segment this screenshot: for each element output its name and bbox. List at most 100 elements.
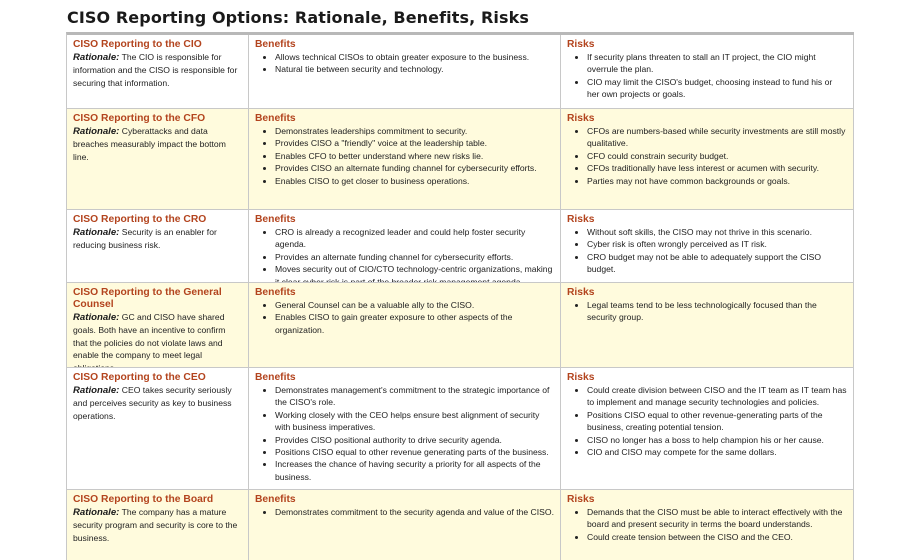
list-item: CIO may limit the CISO's budget, choosin… bbox=[587, 76, 847, 101]
list-item: Provides CISO positional authority to dr… bbox=[275, 434, 554, 446]
rationale-text: Rationale: CEO takes security seriously … bbox=[73, 385, 232, 421]
table-row: CISO Reporting to the CIO Rationale: The… bbox=[67, 35, 854, 109]
benefits-list: Demonstrates leaderships commitment to s… bbox=[255, 125, 554, 187]
rationale-cell: CISO Reporting to the Board Rationale: T… bbox=[67, 490, 249, 560]
rationale-cell: CISO Reporting to the CIO Rationale: The… bbox=[67, 35, 249, 108]
list-item: CFOs are numbers-based while security in… bbox=[587, 125, 847, 150]
risks-list: Without soft skills, the CISO may not th… bbox=[567, 226, 847, 276]
rationale-label: Rationale: bbox=[73, 227, 120, 238]
list-item: Demonstrates leaderships commitment to s… bbox=[275, 125, 554, 137]
rationale-label: Rationale: bbox=[73, 126, 120, 137]
list-item: Increases the chance of having security … bbox=[275, 458, 554, 483]
risks-cell: Risks CFOs are numbers-based while secur… bbox=[561, 109, 854, 209]
rationale-text: Rationale: The company has a mature secu… bbox=[73, 507, 238, 543]
risks-cell: Risks If security plans threaten to stal… bbox=[561, 35, 854, 108]
list-item: CIO and CISO may compete for the same do… bbox=[587, 446, 847, 458]
benefits-list: Demonstrates management's commitment to … bbox=[255, 384, 554, 483]
benefits-list: Allows technical CISOs to obtain greater… bbox=[255, 51, 554, 76]
benefits-heading: Benefits bbox=[255, 372, 296, 383]
table-row: CISO Reporting to the General Counsel Ra… bbox=[67, 283, 854, 368]
list-item: Parties may not have common backgrounds … bbox=[587, 175, 847, 187]
risks-list: CFOs are numbers-based while security in… bbox=[567, 125, 847, 187]
risks-cell: Risks Without soft skills, the CISO may … bbox=[561, 210, 854, 282]
table-row: CISO Reporting to the CRO Rationale: Sec… bbox=[67, 210, 854, 283]
risks-list: Could create division between CISO and t… bbox=[567, 384, 847, 458]
rationale-text: Rationale: GC and CISO have shared goals… bbox=[73, 312, 226, 367]
benefits-cell: Benefits General Counsel can be a valuab… bbox=[249, 283, 561, 367]
risks-heading: Risks bbox=[567, 214, 595, 225]
table-row: CISO Reporting to the Board Rationale: T… bbox=[67, 490, 854, 560]
risks-cell: Risks Legal teams tend to be less techno… bbox=[561, 283, 854, 367]
benefits-heading: Benefits bbox=[255, 214, 296, 225]
list-item: Cyber risk is often wrongly perceived as… bbox=[587, 238, 847, 250]
list-item: Enables CISO to gain greater exposure to… bbox=[275, 311, 554, 336]
benefits-heading: Benefits bbox=[255, 113, 296, 124]
list-item: Working closely with the CEO helps ensur… bbox=[275, 409, 554, 434]
list-item: Could create tension between the CISO an… bbox=[587, 531, 847, 543]
list-item: CRO budget may not be able to adequately… bbox=[587, 251, 847, 276]
list-item: Demands that the CISO must be able to in… bbox=[587, 506, 847, 531]
risks-cell: Risks Demands that the CISO must be able… bbox=[561, 490, 854, 560]
rationale-cell: CISO Reporting to the General Counsel Ra… bbox=[67, 283, 249, 367]
risks-heading: Risks bbox=[567, 287, 595, 298]
rationale-cell: CISO Reporting to the CEO Rationale: CEO… bbox=[67, 368, 249, 489]
row-heading: CISO Reporting to the General Counsel bbox=[73, 287, 222, 310]
row-heading: CISO Reporting to the CIO bbox=[73, 39, 202, 50]
list-item: Provides an alternate funding channel fo… bbox=[275, 251, 554, 263]
list-item: Provides CISO a "friendly" voice at the … bbox=[275, 137, 554, 149]
risks-heading: Risks bbox=[567, 494, 595, 505]
benefits-cell: Benefits Demonstrates commitment to the … bbox=[249, 490, 561, 560]
list-item: Could create division between CISO and t… bbox=[587, 384, 847, 409]
list-item: Demonstrates management's commitment to … bbox=[275, 384, 554, 409]
rationale-text: Rationale: Cyberattacks and data breache… bbox=[73, 126, 226, 162]
rationale-label: Rationale: bbox=[73, 312, 120, 323]
list-item: Moves security out of CIO/CTO technology… bbox=[275, 263, 554, 282]
rationale-text: Rationale: Security is an enabler for re… bbox=[73, 227, 217, 251]
row-heading: CISO Reporting to the CRO bbox=[73, 214, 207, 225]
list-item: CFOs traditionally have less interest or… bbox=[587, 162, 847, 174]
row-heading: CISO Reporting to the CFO bbox=[73, 113, 206, 124]
list-item: Demonstrates commitment to the security … bbox=[275, 506, 554, 518]
list-item: Without soft skills, the CISO may not th… bbox=[587, 226, 847, 238]
rationale-cell: CISO Reporting to the CFO Rationale: Cyb… bbox=[67, 109, 249, 209]
risks-heading: Risks bbox=[567, 372, 595, 383]
benefits-cell: Benefits Allows technical CISOs to obtai… bbox=[249, 35, 561, 108]
benefits-list: Demonstrates commitment to the security … bbox=[255, 506, 554, 518]
reporting-options-table: CISO Reporting to the CIO Rationale: The… bbox=[66, 32, 854, 560]
benefits-cell: Benefits Demonstrates leaderships commit… bbox=[249, 109, 561, 209]
table-row: CISO Reporting to the CEO Rationale: CEO… bbox=[67, 368, 854, 490]
benefits-cell: Benefits Demonstrates management's commi… bbox=[249, 368, 561, 489]
list-item: Enables CFO to better understand where n… bbox=[275, 150, 554, 162]
rationale-label: Rationale: bbox=[73, 507, 120, 518]
list-item: CFO could constrain security budget. bbox=[587, 150, 847, 162]
risks-heading: Risks bbox=[567, 39, 595, 50]
list-item: General Counsel can be a valuable ally t… bbox=[275, 299, 554, 311]
list-item: Legal teams tend to be less technologica… bbox=[587, 299, 847, 324]
rationale-label: Rationale: bbox=[73, 52, 120, 63]
row-heading: CISO Reporting to the Board bbox=[73, 494, 214, 505]
list-item: Positions CISO equal to other revenue-ge… bbox=[587, 409, 847, 434]
page-title: CISO Reporting Options: Rationale, Benef… bbox=[67, 8, 529, 27]
benefits-heading: Benefits bbox=[255, 287, 296, 298]
risks-list: Legal teams tend to be less technologica… bbox=[567, 299, 847, 324]
risks-heading: Risks bbox=[567, 113, 595, 124]
benefits-list: CRO is already a recognized leader and c… bbox=[255, 226, 554, 282]
row-heading: CISO Reporting to the CEO bbox=[73, 372, 206, 383]
list-item: Enables CISO to get closer to business o… bbox=[275, 175, 554, 187]
benefits-heading: Benefits bbox=[255, 39, 296, 50]
benefits-heading: Benefits bbox=[255, 494, 296, 505]
risks-list: Demands that the CISO must be able to in… bbox=[567, 506, 847, 543]
list-item: CISO no longer has a boss to help champi… bbox=[587, 434, 847, 446]
rationale-cell: CISO Reporting to the CRO Rationale: Sec… bbox=[67, 210, 249, 282]
benefits-cell: Benefits CRO is already a recognized lea… bbox=[249, 210, 561, 282]
list-item: Provides CISO an alternate funding chann… bbox=[275, 162, 554, 174]
list-item: Natural tie between security and technol… bbox=[275, 63, 554, 75]
list-item: If security plans threaten to stall an I… bbox=[587, 51, 847, 76]
rationale-text: Rationale: The CIO is responsible for in… bbox=[73, 52, 238, 88]
risks-cell: Risks Could create division between CISO… bbox=[561, 368, 854, 489]
list-item: Allows technical CISOs to obtain greater… bbox=[275, 51, 554, 63]
rationale-label: Rationale: bbox=[73, 385, 120, 396]
risks-list: If security plans threaten to stall an I… bbox=[567, 51, 847, 101]
table-row: CISO Reporting to the CFO Rationale: Cyb… bbox=[67, 109, 854, 210]
list-item: CRO is already a recognized leader and c… bbox=[275, 226, 554, 251]
